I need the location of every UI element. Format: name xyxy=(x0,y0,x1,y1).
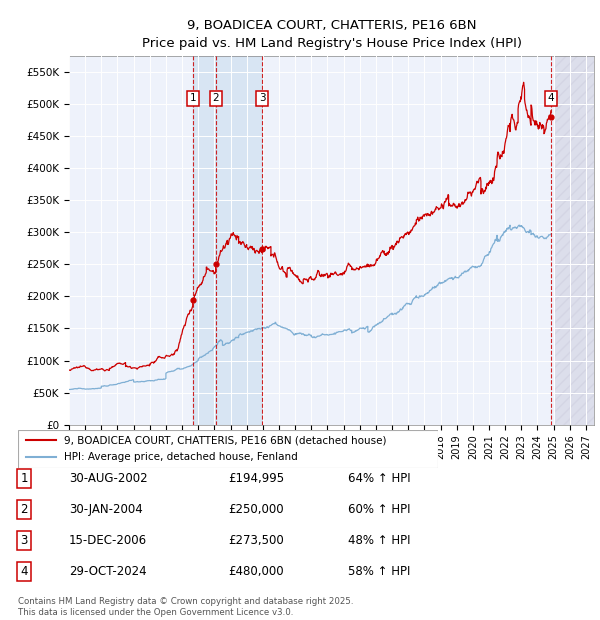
FancyBboxPatch shape xyxy=(18,430,438,468)
Text: 4: 4 xyxy=(548,93,554,103)
Text: 2: 2 xyxy=(20,503,28,516)
Bar xyxy=(554,56,594,425)
Text: £194,995: £194,995 xyxy=(228,472,284,485)
Text: £250,000: £250,000 xyxy=(228,503,284,516)
Text: 1: 1 xyxy=(190,93,196,103)
Text: £480,000: £480,000 xyxy=(228,565,284,578)
Text: 30-AUG-2002: 30-AUG-2002 xyxy=(69,472,148,485)
Text: 3: 3 xyxy=(259,93,266,103)
Text: 15-DEC-2006: 15-DEC-2006 xyxy=(69,534,147,547)
Title: 9, BOADICEA COURT, CHATTERIS, PE16 6BN
Price paid vs. HM Land Registry's House P: 9, BOADICEA COURT, CHATTERIS, PE16 6BN P… xyxy=(142,19,521,50)
Text: 48% ↑ HPI: 48% ↑ HPI xyxy=(348,534,410,547)
Text: 58% ↑ HPI: 58% ↑ HPI xyxy=(348,565,410,578)
Text: 2: 2 xyxy=(212,93,219,103)
Bar xyxy=(215,56,262,425)
Text: HPI: Average price, detached house, Fenland: HPI: Average price, detached house, Fenl… xyxy=(64,453,298,463)
Text: 1: 1 xyxy=(20,472,28,485)
Text: 3: 3 xyxy=(20,534,28,547)
Text: £273,500: £273,500 xyxy=(228,534,284,547)
Text: 29-OCT-2024: 29-OCT-2024 xyxy=(69,565,146,578)
Bar xyxy=(193,56,215,425)
Text: 9, BOADICEA COURT, CHATTERIS, PE16 6BN (detached house): 9, BOADICEA COURT, CHATTERIS, PE16 6BN (… xyxy=(64,435,387,445)
Text: Contains HM Land Registry data © Crown copyright and database right 2025.
This d: Contains HM Land Registry data © Crown c… xyxy=(18,598,353,617)
Text: 30-JAN-2004: 30-JAN-2004 xyxy=(69,503,143,516)
Text: 60% ↑ HPI: 60% ↑ HPI xyxy=(348,503,410,516)
Text: 4: 4 xyxy=(20,565,28,578)
Text: 64% ↑ HPI: 64% ↑ HPI xyxy=(348,472,410,485)
